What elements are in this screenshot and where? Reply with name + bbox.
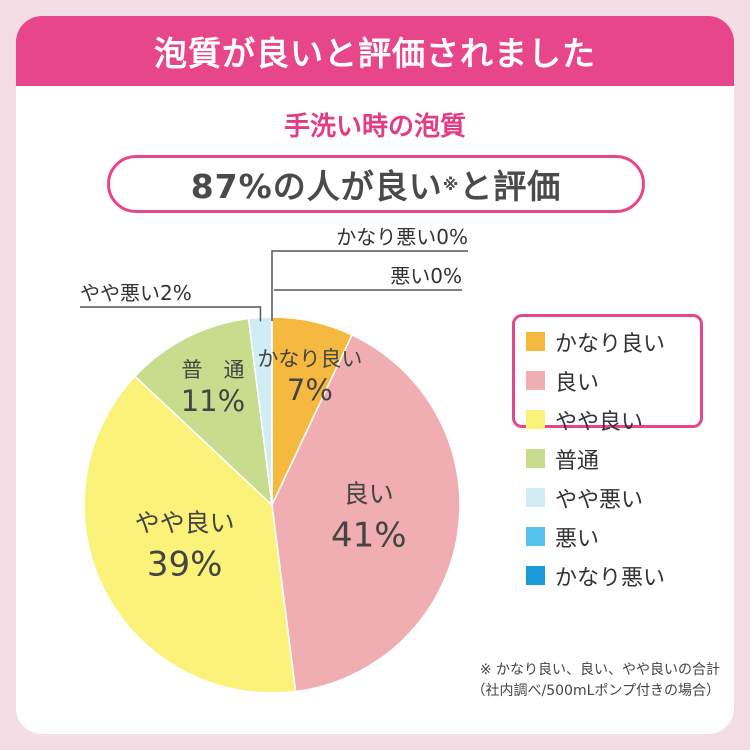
callout-bad: 悪い0% <box>390 264 462 288</box>
summary-main-text: 87%の人が良い <box>190 167 443 206</box>
slice-label-value: 11% <box>181 384 245 418</box>
summary-tail-text: と評価 <box>459 167 562 206</box>
chart-subtitle: 手洗い時の泡質 <box>283 112 466 142</box>
callout-line-very-bad <box>271 250 468 321</box>
legend-swatch <box>526 527 545 546</box>
slice-label-name: やや良い <box>135 508 235 537</box>
legend-label: やや良い <box>555 409 644 435</box>
legend-label: 普通 <box>555 448 600 474</box>
pie-slice-2 <box>83 375 297 694</box>
legend-item: やや悪い <box>526 478 665 517</box>
legend-swatch <box>526 371 545 390</box>
legend-item: かなり悪い <box>526 556 665 595</box>
footnote: ※ かなり良い、良い、やや良いの合計 （社内調べ/500mLポンプ付きの場合） <box>472 660 720 702</box>
legend-swatch <box>526 410 545 429</box>
legend-label: 良い <box>555 370 600 396</box>
legend: かなり良い良いやや良い普通やや悪い悪いかなり悪い <box>526 322 665 595</box>
legend-swatch <box>526 566 545 585</box>
legend-item: 良い <box>526 361 665 400</box>
callout-line-slightly-bad <box>80 306 262 322</box>
legend-swatch <box>526 488 545 507</box>
legend-item: やや良い <box>526 400 665 439</box>
legend-item: 普通 <box>526 439 665 478</box>
slice-label-value: 7% <box>287 373 333 407</box>
summary-mark: ※ <box>442 174 460 194</box>
footnote-line-2: （社内調べ/500mLポンプ付きの場合） <box>471 683 720 699</box>
legend-swatch <box>526 449 545 468</box>
legend-label: かなり悪い <box>555 565 666 591</box>
legend-label: 悪い <box>555 526 600 552</box>
summary-pill: 87%の人が良い ※ と評価 <box>107 155 645 213</box>
page-title: 泡質が良いと評価されました <box>16 16 734 86</box>
slice-label-value: 39% <box>147 544 223 584</box>
slice-label-name: 良い <box>344 479 394 508</box>
legend-swatch <box>526 332 545 351</box>
slice-label-name: 普 通 <box>181 358 244 382</box>
legend-label: やや悪い <box>555 487 644 513</box>
legend-item: かなり良い <box>526 322 665 361</box>
legend-item: 悪い <box>526 517 665 556</box>
callout-very-bad: かなり悪い0% <box>336 225 468 249</box>
slice-label-name: かなり良い <box>257 347 362 371</box>
slice-label-value: 41% <box>331 515 407 555</box>
callout-slightly-bad: やや悪い2% <box>80 281 192 305</box>
legend-label: かなり良い <box>555 331 666 357</box>
pie-slice-1 <box>271 333 461 693</box>
footnote-line-1: ※ かなり良い、良い、やや良いの合計 <box>479 662 720 678</box>
pie-slice-3 <box>133 317 274 507</box>
